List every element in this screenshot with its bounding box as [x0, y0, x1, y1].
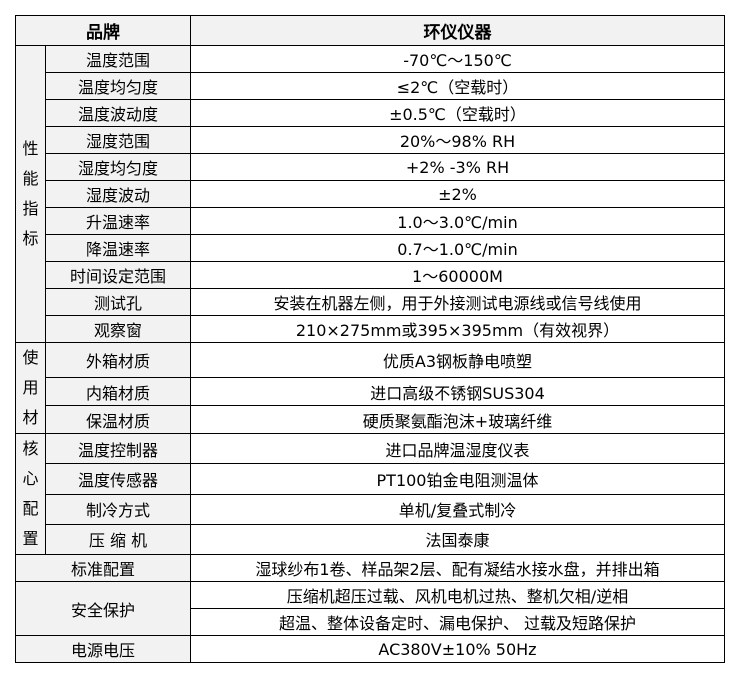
- row-value: 进口品牌温湿度仪表: [190, 432, 725, 465]
- table-row: 制冷方式 单机/复叠式制冷: [16, 493, 725, 525]
- row-label: 外箱材质: [45, 341, 191, 379]
- row-label: 制冷方式: [45, 493, 191, 525]
- header-brand: 环仪仪器: [190, 15, 725, 46]
- header-label: 品牌: [15, 15, 191, 46]
- row-value: 210×275mm或395×395mm（有效视界）: [190, 315, 725, 343]
- row-label: 湿度波动: [45, 180, 191, 208]
- group-label: 使用材: [22, 348, 39, 427]
- group-cell: 性能指标: [15, 45, 46, 343]
- table-row: 测试孔 安装在机器左侧，用于外接测试电源线或信号线使用: [16, 288, 725, 316]
- row-label: 湿度均匀度: [45, 153, 191, 181]
- row-value: 法国泰康: [190, 523, 725, 556]
- spec-table: 品牌 环仪仪器 性能指标 温度范围 -70℃～150℃ 温度均匀度 ≤2℃（空载时） 温度…: [15, 15, 725, 663]
- row-label: 安全保护: [15, 581, 191, 636]
- row-value: 压缩机超压过载、风机电机过热、整机欠相/逆相: [190, 581, 725, 609]
- row-label: 升温速率: [45, 207, 191, 235]
- row-label: 温度波动度: [45, 99, 191, 127]
- table-row: 使用材 外箱材质 优质A3钢板静电喷塑: [15, 341, 725, 434]
- row-label: 温度范围: [45, 45, 191, 73]
- row-value: +2% -3% RH: [190, 153, 725, 181]
- table-row: 超温、整体设备定时、漏电保护、 过载及短路保护: [16, 608, 725, 636]
- table-row: 温度波动度 ±0.5℃（空载时）: [16, 99, 725, 127]
- row-value: PT100铂金电阻测温体: [190, 463, 725, 495]
- table-row: 升温速率 1.0～3.0℃/min: [16, 207, 725, 235]
- group-cell: 使用材: [15, 342, 46, 434]
- table-row: 安全保护 压缩机超压过载、风机电机过热、整机欠相/逆相: [15, 581, 725, 636]
- row-value: 进口高级不锈钢SUS304: [190, 377, 725, 407]
- row-value: -70℃～150℃: [190, 45, 725, 73]
- table-row: 内箱材质 进口高级不锈钢SUS304: [16, 377, 725, 407]
- row-value: AC380V±10% 50Hz: [190, 635, 725, 663]
- group-label: 核心配置: [22, 439, 39, 548]
- table-row: 性能指标 温度范围 -70℃～150℃: [15, 45, 725, 343]
- row-label: 标准配置: [15, 554, 191, 582]
- table-row: 湿度均匀度 +2% -3% RH: [16, 153, 725, 181]
- row-value: 20%～98% RH: [190, 126, 725, 154]
- row-label: 压 缩 机: [45, 523, 191, 556]
- table-row: 温度传感器 PT100铂金电阻测温体: [16, 463, 725, 495]
- row-label: 测试孔: [45, 288, 191, 316]
- table-row: 湿度波动 ±2%: [16, 180, 725, 208]
- row-label: 温度均匀度: [45, 72, 191, 100]
- row-value: 0.7～1.0℃/min: [190, 234, 725, 262]
- row-value: 1～60000M: [190, 261, 725, 289]
- row-label: 温度控制器: [45, 432, 191, 465]
- row-value: 硬质聚氨酯泡沫+玻璃纤维: [190, 405, 725, 434]
- row-value: 超温、整体设备定时、漏电保护、 过载及短路保护: [190, 608, 725, 636]
- row-label: 内箱材质: [45, 377, 191, 407]
- row-value: 湿球纱布1卷、样品架2层、配有凝结水接水盘，并排出箱: [190, 554, 725, 582]
- table-row: 湿度范围 20%～98% RH: [16, 126, 725, 154]
- group-cell: 核心配置: [15, 433, 46, 555]
- row-label: 温度传感器: [45, 463, 191, 495]
- table-row: 降温速率 0.7～1.0℃/min: [16, 234, 725, 262]
- row-label: 观察窗: [45, 315, 191, 343]
- table-row: 核心配置 温度控制器 进口品牌温湿度仪表: [15, 432, 725, 555]
- header-row: 品牌 环仪仪器: [15, 15, 725, 46]
- table-row: 时间设定范围 1～60000M: [16, 261, 725, 289]
- table-row: 保温材质 硬质聚氨酯泡沫+玻璃纤维: [16, 405, 725, 434]
- row-label: 电源电压: [15, 635, 191, 663]
- table-row: 压 缩 机法国泰康: [16, 523, 725, 556]
- table-row: 温度均匀度 ≤2℃（空载时）: [16, 72, 725, 100]
- row-value: ±2%: [190, 180, 725, 208]
- group-label: 性能指标: [22, 139, 39, 248]
- row-value: ≤2℃（空载时）: [190, 72, 725, 100]
- row-label: 保温材质: [45, 405, 191, 434]
- row-value: 安装在机器左侧，用于外接测试电源线或信号线使用: [190, 288, 725, 316]
- row-label: 时间设定范围: [45, 261, 191, 289]
- row-label: 湿度范围: [45, 126, 191, 154]
- row-value: ±0.5℃（空载时）: [190, 99, 725, 127]
- row-value: 优质A3钢板静电喷塑: [190, 341, 725, 379]
- row-value: 单机/复叠式制冷: [190, 493, 725, 525]
- table-row: 电源电压 AC380V±10% 50Hz: [15, 635, 725, 663]
- table-row: 观察窗 210×275mm或395×395mm（有效视界）: [16, 315, 725, 343]
- row-label: 降温速率: [45, 234, 191, 262]
- table-row: 标准配置 湿球纱布1卷、样品架2层、配有凝结水接水盘，并排出箱: [15, 554, 725, 582]
- row-value: 1.0～3.0℃/min: [190, 207, 725, 235]
